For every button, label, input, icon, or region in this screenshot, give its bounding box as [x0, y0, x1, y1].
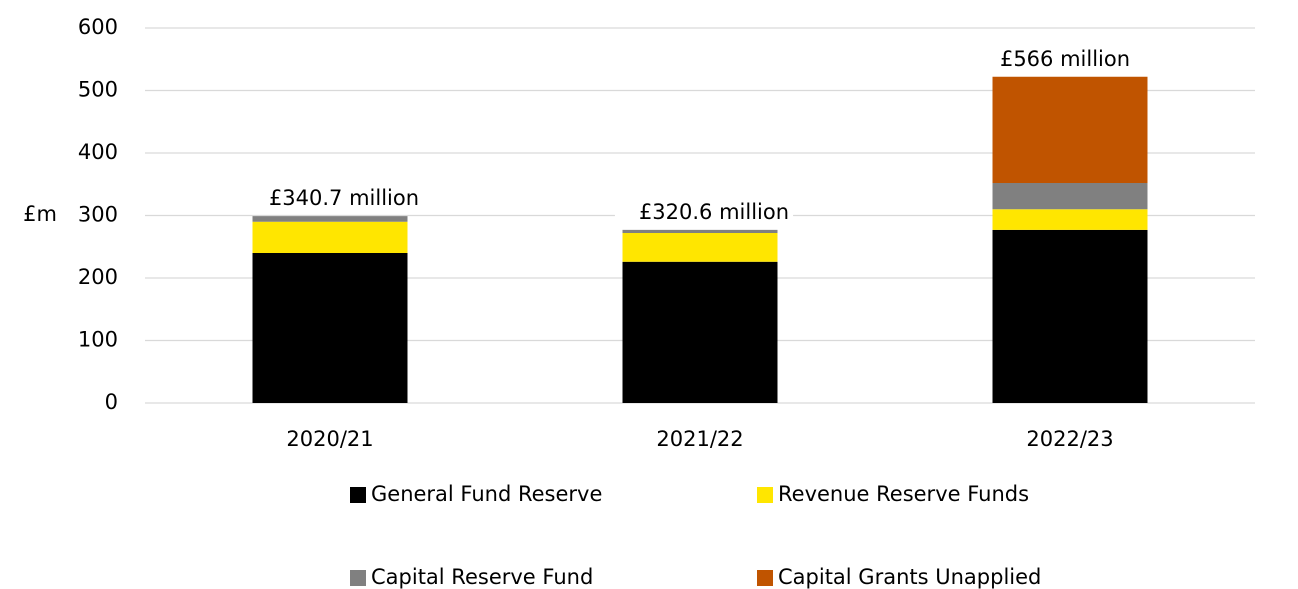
- y-tick-label: 400: [78, 140, 118, 164]
- legend-label: Capital Reserve Fund: [371, 565, 593, 589]
- y-tick-label: 500: [78, 78, 118, 102]
- annotation: £320.6 million: [639, 200, 789, 224]
- bar-segment: [992, 229, 1148, 403]
- y-tick-label: 100: [78, 328, 118, 352]
- x-tick-label: 2021/22: [656, 427, 743, 451]
- bar-segment: [622, 261, 778, 403]
- y-tick-label: 300: [78, 203, 118, 227]
- annotation-background: [614, 197, 794, 226]
- legend-swatch: [757, 570, 773, 586]
- annotation-background: [975, 44, 1135, 73]
- bar-segment: [992, 183, 1148, 210]
- legend-swatch: [350, 570, 366, 586]
- y-tick-label: 0: [105, 390, 118, 414]
- bar-segment: [252, 216, 408, 222]
- x-tick-label: 2020/21: [286, 427, 373, 451]
- bar-segment: [622, 233, 778, 262]
- legend-label: General Fund Reserve: [371, 482, 602, 506]
- y-tick-label: 200: [78, 265, 118, 289]
- y-axis-label: £m: [23, 202, 57, 226]
- legend-label: Revenue Reserve Funds: [778, 482, 1029, 506]
- y-tick-label: 600: [78, 15, 118, 39]
- legend-swatch: [350, 487, 366, 503]
- annotation-background: [244, 184, 424, 213]
- x-tick-label: 2022/23: [1026, 427, 1113, 451]
- bar-segment: [992, 209, 1148, 230]
- bar-segment: [252, 221, 408, 253]
- bar-segment: [992, 76, 1148, 183]
- legend-label: Capital Grants Unapplied: [778, 565, 1041, 589]
- bar-segment: [252, 253, 408, 403]
- legend-swatch: [757, 487, 773, 503]
- annotation: £340.7 million: [269, 186, 419, 210]
- annotation: £566 million: [1000, 47, 1130, 71]
- bar-segment: [622, 229, 778, 233]
